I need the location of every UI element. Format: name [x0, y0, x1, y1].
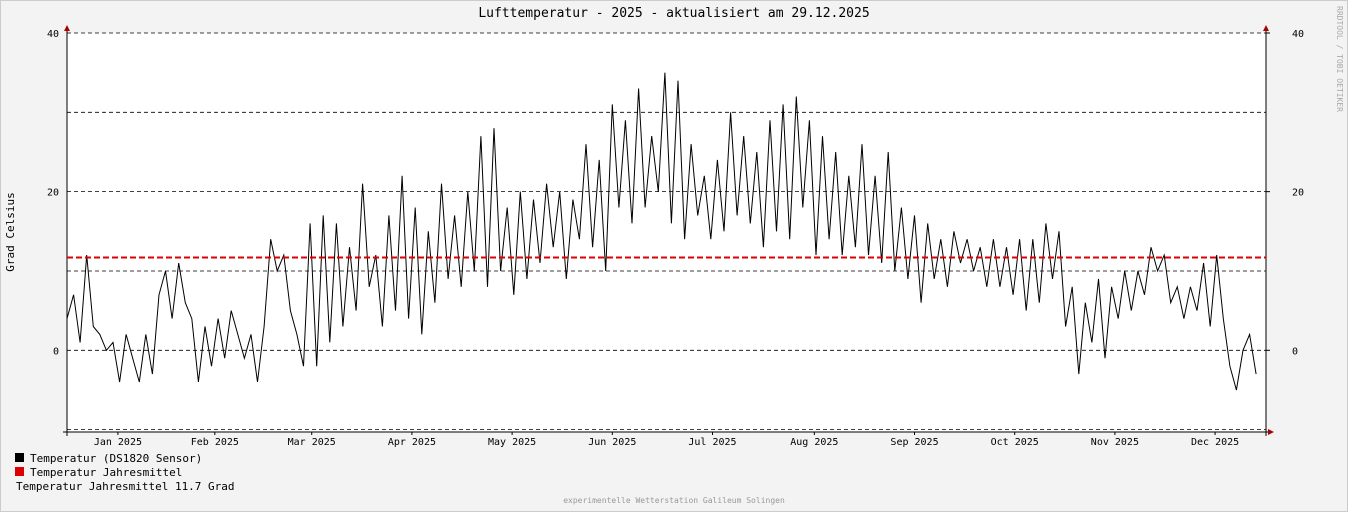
y-tick-label: 0 [53, 346, 59, 357]
x-tick-label: Aug 2025 [790, 437, 838, 448]
x-tick-label: Jul 2025 [688, 437, 736, 448]
y2-tick-label: 0 [1292, 346, 1298, 357]
x-tick-label: Sep 2025 [890, 437, 938, 448]
y-tick-label: 20 [47, 188, 59, 199]
x-tick-label: Nov 2025 [1091, 437, 1139, 448]
plot-area [67, 33, 1266, 432]
mean-label: Temperatur Jahresmittel 11.7 Grad [16, 480, 235, 493]
temperature-line [66, 72, 1257, 391]
x-tick-label: Mar 2025 [288, 437, 336, 448]
legend-label: Temperatur Jahresmittel [30, 466, 182, 479]
x-tick-label: May 2025 [488, 437, 536, 448]
x-tick-label: Apr 2025 [388, 437, 436, 448]
x-tick-label: Jan 2025 [94, 437, 142, 448]
chart-title: Lufttemperatur - 2025 - aktualisiert am … [478, 6, 869, 21]
watermark: RRDTOOL / TOBI OETIKER [1335, 6, 1344, 112]
y-axis-label: Grad Celsius [4, 192, 17, 271]
footer: experimentelle Wetterstation Galileum So… [563, 496, 785, 505]
legend-label: Temperatur (DS1820 Sensor) [30, 452, 202, 465]
legend-swatch [15, 453, 24, 462]
x-tick-label: Jun 2025 [588, 437, 636, 448]
legend-swatch [15, 467, 24, 476]
x-tick-label: Dec 2025 [1191, 437, 1239, 448]
x-tick-label: Feb 2025 [191, 437, 239, 448]
y2-tick-label: 20 [1292, 188, 1304, 199]
y2-tick-label: 40 [1292, 29, 1304, 40]
y-tick-label: 40 [47, 29, 59, 40]
x-tick-label: Oct 2025 [991, 437, 1039, 448]
